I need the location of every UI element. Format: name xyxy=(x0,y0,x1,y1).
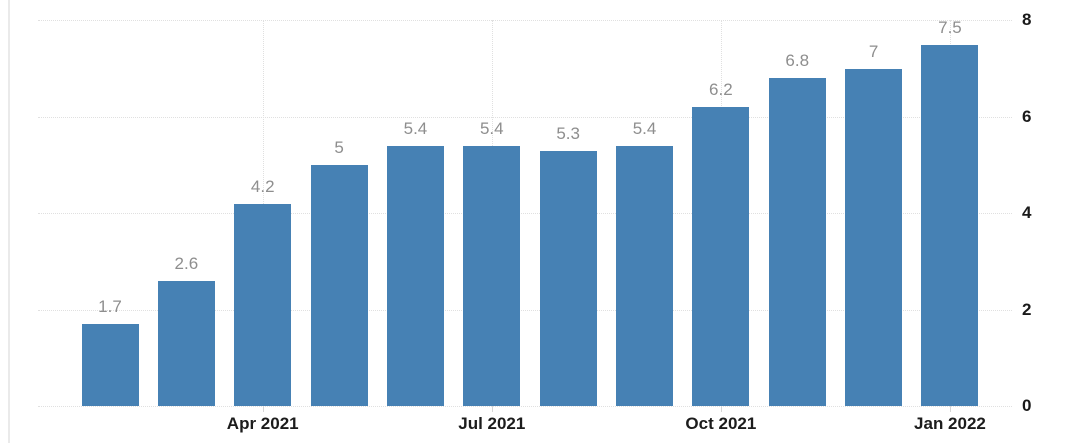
bar-value-label: 5.4 xyxy=(403,118,428,138)
bar-value-label: 1.7 xyxy=(98,297,122,317)
x-tick-label: Jan 2022 xyxy=(914,414,986,433)
y-tick-label: 6 xyxy=(1022,106,1032,126)
horizontal-gridline xyxy=(38,20,1012,22)
bar-value-label: 5.3 xyxy=(556,123,580,143)
bar xyxy=(768,78,826,406)
horizontal-gridline xyxy=(38,406,1012,407)
bar-value-label: 6.8 xyxy=(785,51,810,71)
bar xyxy=(157,280,215,406)
bar-value-label: 7 xyxy=(868,41,879,61)
y-tick-label: 0 xyxy=(1022,396,1032,415)
bar-value-label: 2.6 xyxy=(174,253,199,273)
bar xyxy=(463,145,521,406)
bar xyxy=(692,107,750,406)
horizontal-gridline xyxy=(38,213,1012,215)
chart-left-border xyxy=(8,0,10,443)
y-tick-label: 2 xyxy=(1022,299,1032,319)
bar-value-label: 4.2 xyxy=(250,176,275,196)
bar-value-label: 5 xyxy=(334,138,344,157)
x-tick-mark xyxy=(949,406,951,412)
bar xyxy=(845,68,903,406)
bar-value-label: 6.2 xyxy=(709,80,733,100)
bar xyxy=(81,324,139,406)
bar xyxy=(921,44,979,406)
x-tick-mark xyxy=(491,406,493,412)
horizontal-gridline xyxy=(38,309,1012,311)
bar xyxy=(234,203,292,406)
x-tick-label: Oct 2021 xyxy=(685,414,757,433)
bar xyxy=(386,145,444,406)
bar-value-label: 5.4 xyxy=(632,118,657,138)
bar-value-label: 5.4 xyxy=(479,118,504,138)
bar xyxy=(310,165,368,406)
x-tick-label: Apr 2021 xyxy=(226,414,299,433)
y-tick-label: 8 xyxy=(1022,10,1032,30)
bar-value-label: 7.5 xyxy=(938,17,962,37)
y-tick-label: 4 xyxy=(1022,203,1032,223)
x-tick-mark xyxy=(720,406,722,412)
x-tick-mark xyxy=(262,406,264,412)
bar xyxy=(539,150,597,406)
bar xyxy=(616,145,674,406)
x-tick-label: Jul 2021 xyxy=(458,414,526,433)
horizontal-gridline xyxy=(38,116,1012,118)
